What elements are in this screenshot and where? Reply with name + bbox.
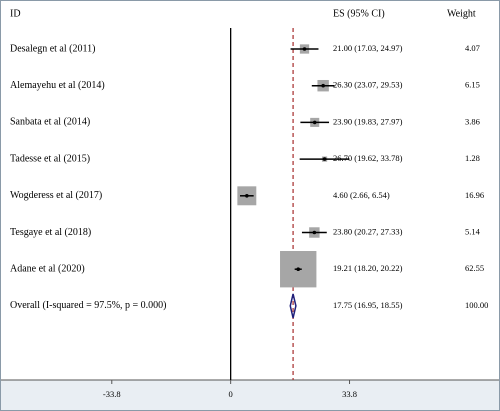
study-label: Adane et al (2020) xyxy=(10,263,85,274)
weight-label: 5.14 xyxy=(465,226,481,236)
es-label: 23.90 (19.83, 27.97) xyxy=(333,116,403,126)
weight-label: 100.00 xyxy=(465,300,488,310)
point-estimate xyxy=(312,230,317,235)
point-estimate xyxy=(321,83,325,88)
es-label: 23.80 (20.27, 27.33) xyxy=(333,226,403,236)
point-estimate xyxy=(245,194,249,198)
es-label: 21.00 (17.03, 24.97) xyxy=(333,43,403,53)
study-label: Sanbata et al (2014) xyxy=(10,117,90,128)
header-id: ID xyxy=(10,8,21,19)
x-tick-label: -33.8 xyxy=(103,389,121,399)
overall-diamond xyxy=(289,293,297,319)
weight-label: 4.07 xyxy=(465,43,480,53)
es-label: 4.60 (2.66, 6.54) xyxy=(333,190,390,200)
header-weight: Weight xyxy=(447,8,476,19)
study-label: Alemayehu et al (2014) xyxy=(10,80,105,91)
study-label: Tesgaye et al (2018) xyxy=(10,227,91,238)
weight-label: 6.15 xyxy=(465,80,480,90)
point-estimate xyxy=(302,47,307,51)
point-estimate xyxy=(312,120,317,125)
x-tick-label: 33.8 xyxy=(342,389,357,399)
study-label: Overall (I-squared = 97.5%, p = 0.000) xyxy=(10,300,167,311)
es-label: 26.70 (19.62, 33.78) xyxy=(333,153,403,163)
point-estimate xyxy=(296,267,301,272)
es-label: 17.75 (16.95, 18.55) xyxy=(333,300,403,310)
x-tick-label: 0 xyxy=(229,389,233,399)
es-label: 26.30 (23.07, 29.53) xyxy=(333,80,403,90)
study-label: Desalegn et al (2011) xyxy=(10,43,95,54)
study-label: Tadesse et al (2015) xyxy=(10,153,90,164)
weight-label: 1.28 xyxy=(465,153,480,163)
axis-band xyxy=(1,380,499,410)
point-estimate xyxy=(322,157,327,161)
weight-label: 3.86 xyxy=(465,116,480,126)
weight-label: 62.55 xyxy=(465,263,484,273)
header-es: ES (95% CI) xyxy=(333,8,385,19)
study-label: Wogderess et al (2017) xyxy=(10,190,102,201)
es-label: 19.21 (18.20, 20.22) xyxy=(333,263,403,273)
weight-label: 16.96 xyxy=(465,190,484,200)
